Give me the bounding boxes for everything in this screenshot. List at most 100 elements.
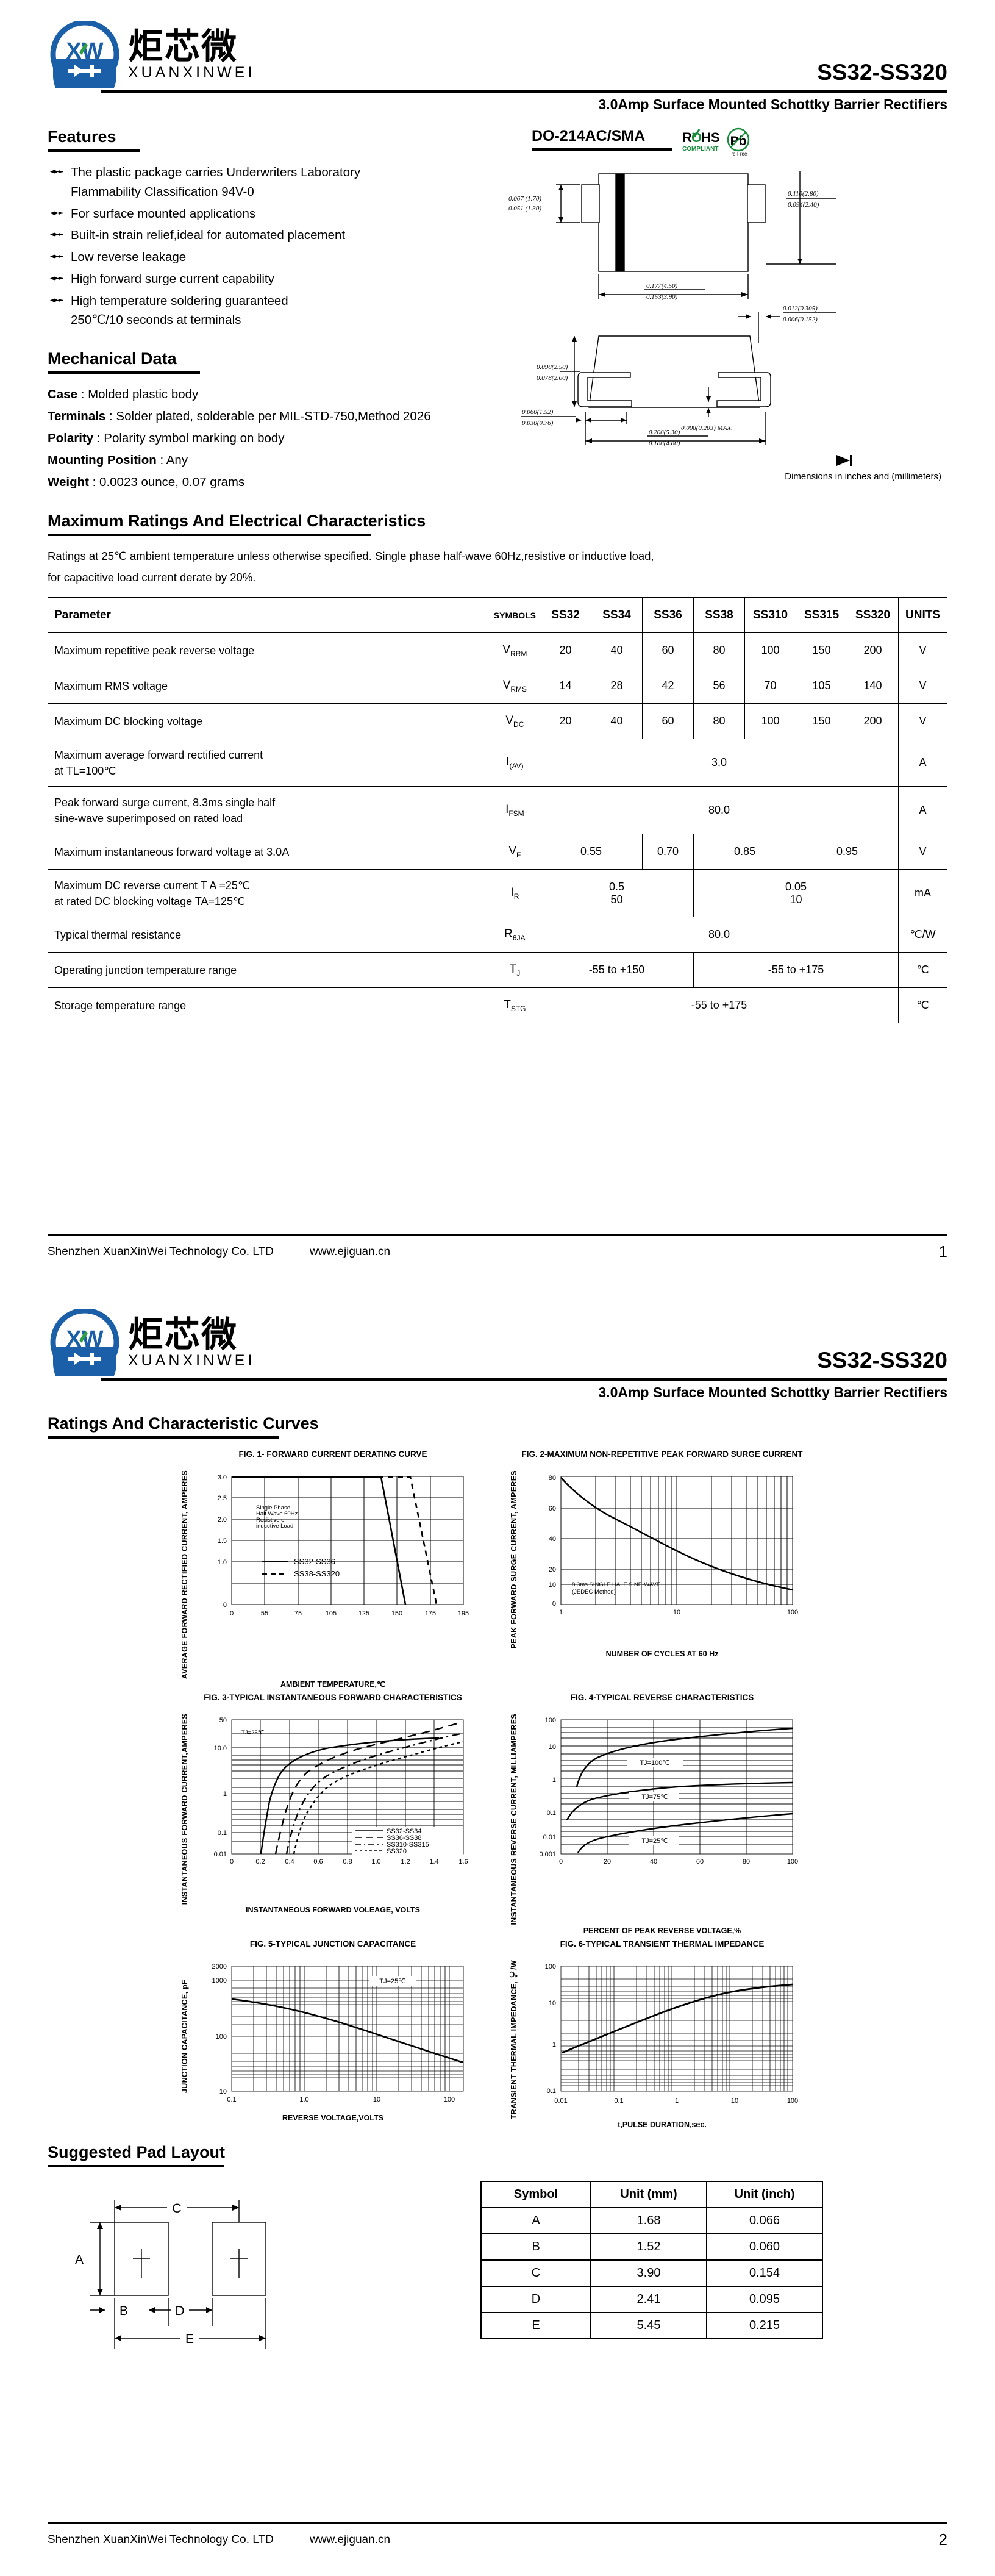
fig3-legend-label: SS310-SS315: [387, 1841, 429, 1848]
col-parameter: Parameter: [48, 597, 490, 634]
cell-unit: A: [898, 739, 947, 787]
cell-value: 150: [796, 632, 847, 669]
diamond-arrow-icon: [50, 254, 63, 259]
fig5-xtick: 0.1: [227, 2096, 236, 2103]
footer-url[interactable]: www.ejiguan.cn: [310, 1245, 391, 1258]
fig3-legend: SS32-SS34 SS36-SS38 SS310-SS315 SS320: [352, 1827, 463, 1856]
dim-foot-bot: 0.030(0.76): [522, 420, 554, 427]
fig4-title: FIG. 4-TYPICAL REVERSE CHARACTERISTICS: [570, 1693, 754, 1703]
cell-value: 200: [847, 703, 899, 740]
pad-drawing-svg: C A B: [71, 2200, 266, 2349]
fig5-ytick: 10: [219, 2088, 227, 2095]
dim-len-top: 0.177(4.50): [646, 282, 678, 290]
chart-fig6: FIG. 6-TYPICAL TRANSIENT THERMAL IMPEDAN…: [504, 1939, 821, 2130]
page-footer: Shenzhen XuanXinWei Technology Co. LTD w…: [48, 2522, 947, 2549]
chart-fig3: FIG. 3-TYPICAL INSTANTANEOUS FORWARD CHA…: [174, 1693, 491, 1936]
cell-unit: mA: [898, 869, 947, 918]
fig1-xlabel: AMBIENT TEMPERATURE,℃: [280, 1680, 386, 1689]
ratings-heading: Maximum Ratings And Electrical Character…: [48, 511, 426, 530]
cell-value: 20: [540, 632, 591, 669]
mechanical-heading: Mechanical Data: [48, 349, 177, 368]
chart-fig5: FIG. 5-TYPICAL JUNCTION CAPACITANCE JUNC…: [174, 1939, 491, 2130]
fig6-xtick: 10: [731, 2097, 738, 2105]
dim-standoff: 0.008(0.203) MAX.: [681, 424, 733, 432]
mechanical-value: : Molded plastic body: [80, 387, 199, 402]
row-parameter: Maximum average forward rectified curren…: [48, 739, 490, 787]
ratings-note-line2: for capacitive load current derate by 20…: [48, 570, 256, 584]
cell-unit: ℃: [898, 952, 947, 989]
features-heading-underline: [48, 149, 140, 152]
table-row: Maximum RMS voltage VRMS 14 28 42 56 70 …: [48, 668, 947, 704]
footer-url[interactable]: www.ejiguan.cn: [310, 2533, 391, 2546]
cell-value: 14: [540, 668, 591, 704]
fig2-xtick: 100: [787, 1609, 798, 1616]
features-section: Features The plastic package carries Und…: [48, 127, 499, 330]
cell-value: 40: [591, 703, 643, 740]
fig3-xtick: 0.6: [313, 1858, 323, 1866]
row-symbol: VF: [489, 834, 541, 870]
mechanical-key: Polarity: [48, 431, 94, 445]
pad-mark-a: A: [75, 2253, 84, 2267]
row-parameter: Maximum RMS voltage: [48, 668, 490, 704]
cell-symbol: A: [480, 2206, 591, 2234]
cell-value: 140: [847, 668, 899, 704]
fig6-xtick: 0.1: [614, 2097, 623, 2105]
ratings-section: Maximum Ratings And Electrical Character…: [48, 512, 947, 1024]
row-parameter-line1: Peak forward surge current, 8.3ms single…: [54, 796, 276, 809]
row-symbol: IR: [489, 869, 541, 918]
mechanical-key: Terminals: [48, 409, 106, 423]
fig1-ytick: 2.5: [218, 1495, 227, 1502]
fig6-xtick: 0.01: [554, 2097, 567, 2105]
col-unit-inch: Unit (inch): [706, 2180, 823, 2208]
fig4-ytick: 0.01: [543, 1834, 556, 1841]
fig4-annotation: TJ=100℃: [640, 1759, 669, 1767]
footer-divider: [48, 2522, 947, 2524]
fig2-ytick: 10: [549, 1581, 556, 1589]
fig1-xtick: 55: [261, 1610, 268, 1617]
fig3-xlabel: INSTANTANEOUS FORWARD VOLEAGE, VOLTS: [246, 1906, 420, 1915]
page-footer: Shenzhen XuanXinWei Technology Co. LTD w…: [48, 1234, 947, 1261]
compliance-badges: R O HS COMPLIANT Pb Pb-Free: [682, 127, 752, 157]
row-parameter: Operating junction temperature range: [48, 952, 490, 989]
header-divider: [101, 1378, 947, 1381]
package-drawing-svg: 0.067 (1.70) 0.051 (1.30) 0.110(2.80) 0.…: [508, 171, 836, 447]
cell-symbol: B: [480, 2233, 591, 2261]
cell-inch: 0.215: [706, 2311, 823, 2339]
dim-sideh-top: 0.098(2.50): [537, 363, 568, 371]
svg-text:inductive Load: inductive Load: [256, 1523, 293, 1530]
table-row: Storage temperature range TSTG -55 to +1…: [48, 987, 947, 1024]
mechanical-value: : 0.0023 ounce, 0.07 grams: [92, 474, 245, 489]
fig4-xtick: 60: [696, 1858, 704, 1866]
fig4-annotation: TJ=25℃: [641, 1837, 668, 1845]
diamond-arrow-icon: [50, 170, 63, 174]
fig1-legend-label: SS32-SS36: [294, 1557, 335, 1566]
row-symbol: I(AV): [489, 739, 541, 787]
feature-text: Built-in strain relief,ideal for automat…: [71, 228, 346, 243]
fig3-legend-label: SS32-SS34: [387, 1828, 421, 1835]
fig1-ytick: 2.0: [218, 1516, 227, 1523]
row-symbol: TJ: [489, 952, 541, 989]
fig2-ytick: 40: [549, 1536, 556, 1543]
cell-unit: A: [898, 786, 947, 835]
table-row: Maximum DC reverse current T A =25℃ at r…: [48, 869, 947, 918]
col-ss320: SS320: [847, 597, 899, 634]
fig5-xtick: 100: [444, 2096, 455, 2103]
footer-company: Shenzhen XuanXinWei Technology Co. LTD: [48, 1245, 274, 1258]
curves-section: Ratings And Characteristic Curves: [48, 1414, 947, 1439]
fig1-xtick: 175: [425, 1610, 436, 1617]
list-item: Built-in strain relief,ideal for automat…: [48, 226, 499, 245]
cell-inch: 0.066: [706, 2206, 823, 2234]
brand-name-en: XUANXINWEI: [128, 1351, 255, 1369]
cell-ir-left: 0.5 50: [540, 869, 694, 918]
cell-unit: ℃/W: [898, 917, 947, 953]
col-ss34: SS34: [591, 597, 643, 634]
dim-height-top: 0.067 (1.70): [508, 195, 541, 202]
mechanical-heading-underline: [48, 371, 200, 374]
fig3-annotation: TJ=25℃: [241, 1730, 265, 1736]
fig3-ylabel: INSTANTANEOUS FORWARD CURRENT,AMPERES: [180, 1714, 189, 1905]
fig1-xtick: 150: [391, 1610, 402, 1617]
brand-name-en: XUANXINWEI: [128, 63, 255, 81]
fig4-xlabel: PERCENT OF PEAK REVERSE VOLTAGE,%: [583, 1926, 741, 1935]
part-number: SS32-SS320: [817, 1348, 947, 1373]
fig2-ylabel: PEAK FORWARD SURGE CURRENT, AMPERES: [509, 1470, 518, 1649]
